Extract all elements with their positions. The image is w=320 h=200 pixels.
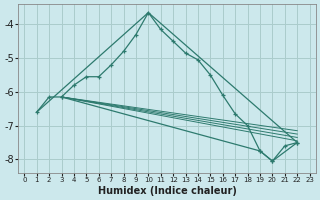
X-axis label: Humidex (Indice chaleur): Humidex (Indice chaleur) — [98, 186, 236, 196]
